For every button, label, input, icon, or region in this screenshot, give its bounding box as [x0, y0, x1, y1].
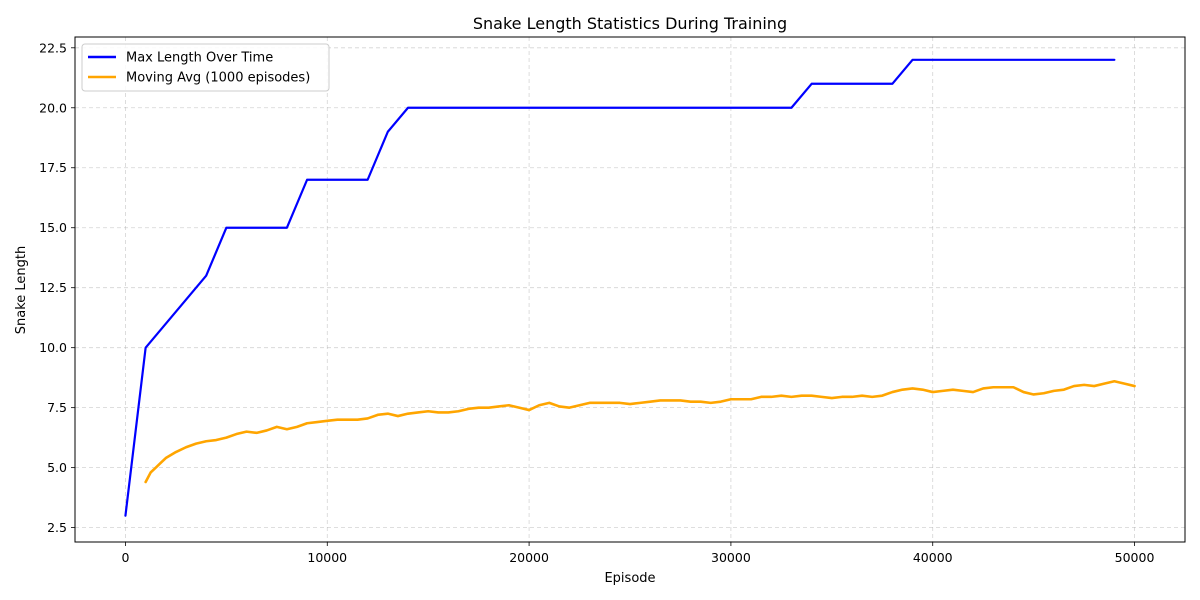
x-axis-label: Episode — [604, 571, 655, 586]
y-tick-label: 20.0 — [39, 100, 67, 115]
x-tick-label: 10000 — [307, 550, 347, 565]
max-length-line — [124, 58, 1116, 517]
y-tick-label: 2.5 — [47, 520, 67, 535]
x-tick-label: 0 — [121, 550, 129, 565]
legend-box — [81, 43, 330, 92]
y-tick-label: 15.0 — [39, 220, 67, 235]
y-tick-label: 22.5 — [39, 40, 67, 55]
x-tick-label: 20000 — [509, 550, 549, 565]
moving-avg-line — [144, 379, 1136, 484]
y-tick-label: 10.0 — [39, 340, 67, 355]
legend-label-max-length: Max Length Over Time — [126, 51, 273, 66]
x-tick-label: 50000 — [1115, 550, 1155, 565]
legend: Max Length Over Time Moving Avg (1000 ep… — [81, 43, 330, 92]
axis-ticks: 0 10000 20000 30000 40000 50000 2.5 5.0 7.5 10.0 1… — [39, 40, 1154, 565]
y-axis-label: Snake Length — [14, 246, 29, 335]
y-tick-label: 5.0 — [47, 460, 67, 475]
legend-label-moving-avg: Moving Avg (1000 episodes) — [126, 71, 310, 86]
series-layer — [124, 58, 1136, 517]
chart-title: Snake Length Statistics During Training — [473, 14, 787, 33]
x-tick-label: 30000 — [711, 550, 751, 565]
y-tick-label: 7.5 — [47, 400, 67, 415]
y-tick-label: 17.5 — [39, 160, 67, 175]
x-tick-label: 40000 — [913, 550, 953, 565]
y-tick-label: 12.5 — [39, 280, 67, 295]
plot-frame — [74, 36, 1186, 543]
